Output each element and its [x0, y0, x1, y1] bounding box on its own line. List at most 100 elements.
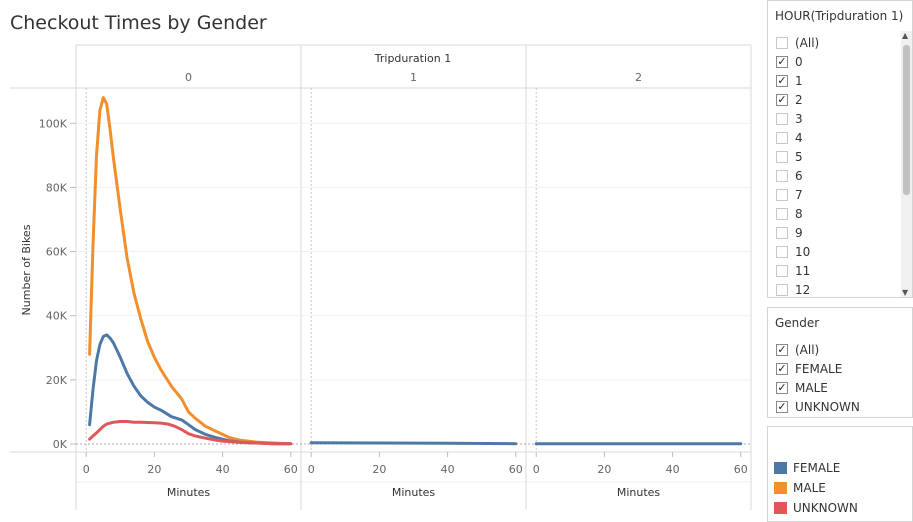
hour-filter-item[interactable]: 8 [776, 204, 819, 223]
hour-filter-item[interactable]: 3 [776, 109, 819, 128]
checkbox-checked-icon[interactable]: ✓ [776, 54, 788, 68]
hour-filter-item-label: 3 [795, 111, 803, 126]
x-tick-label: 40 [666, 463, 680, 476]
legend-item[interactable]: UNKNOWN [774, 498, 858, 518]
checkbox-checked-icon[interactable]: ✓ [776, 361, 788, 375]
hour-filter-item[interactable]: ✓ 0 [776, 52, 819, 71]
hour-filter-title: HOUR(Tripduration 1) [775, 9, 904, 23]
x-tick-label: 40 [216, 463, 230, 476]
x-tick-label: 60 [734, 463, 748, 476]
y-axis-label: Number of Bikes [20, 224, 33, 315]
legend-swatch [774, 502, 787, 514]
x-tick-label: 40 [441, 463, 455, 476]
line-chart: Tripduration 1 0K 20K 40K 60K 80K 100K Number o… [10, 44, 752, 510]
checkbox-unchecked-icon[interactable] [776, 36, 788, 49]
hour-filter-item[interactable]: 11 [776, 261, 819, 280]
checkbox-unchecked-icon[interactable] [776, 188, 788, 201]
legend-label: FEMALE [793, 461, 841, 475]
checkbox-unchecked-icon[interactable] [776, 169, 788, 182]
gender-filter-item[interactable]: ✓ UNKNOWN [776, 397, 860, 416]
x-axis-label: Minutes [167, 486, 211, 499]
hour-filter-item-label: (All) [795, 35, 820, 50]
checkbox-unchecked-icon[interactable] [776, 245, 788, 258]
hour-filter-item[interactable]: 5 [776, 147, 819, 166]
checkbox-unchecked-icon[interactable] [776, 264, 788, 277]
hour-filter-item[interactable]: 12 [776, 280, 819, 299]
hour-filter-item-label: 4 [795, 130, 803, 145]
scroll-down-icon[interactable]: ▼ [902, 288, 909, 297]
legend-item[interactable]: MALE [774, 478, 858, 498]
checkbox-unchecked-icon[interactable] [776, 112, 788, 125]
legend-label: MALE [793, 481, 826, 495]
checkbox-unchecked-icon[interactable] [776, 226, 788, 239]
panel-header-label: 0 [185, 71, 192, 84]
scroll-up-icon[interactable]: ▲ [902, 31, 909, 40]
scrollbar-thumb[interactable] [903, 45, 910, 195]
y-tick-label: 40K [46, 310, 68, 323]
gender-filter-item-label: FEMALE [795, 361, 843, 376]
y-tick-label: 100K [39, 117, 68, 130]
series-line-male [88, 96, 293, 446]
hour-filter-item[interactable]: 7 [776, 185, 819, 204]
gender-filter-item-label: UNKNOWN [795, 399, 860, 414]
x-tick-label: 0 [308, 463, 315, 476]
checkbox-checked-icon[interactable]: ✓ [776, 73, 788, 87]
hour-filter-item[interactable]: (All) [776, 33, 819, 52]
y-tick-label: 0K [53, 438, 68, 451]
column-header-title: Tripduration 1 [374, 52, 451, 65]
hour-filter-item-label: 0 [795, 54, 803, 69]
hour-filter-item[interactable]: 6 [776, 166, 819, 185]
gender-filter-item[interactable]: ✓ (All) [776, 340, 860, 359]
hour-filter-item[interactable]: 9 [776, 223, 819, 242]
hour-filter-item-label: 8 [795, 206, 803, 221]
hour-filter-item[interactable]: 4 [776, 128, 819, 147]
hour-filter-item-label: 11 [795, 263, 811, 278]
x-axis-label: Minutes [392, 486, 436, 499]
gender-filter-item[interactable]: ✓ MALE [776, 378, 860, 397]
checkbox-unchecked-icon[interactable] [776, 207, 788, 220]
hour-filter-item-label: 6 [795, 168, 803, 183]
panel-header-label: 2 [635, 71, 642, 84]
gender-filter-title: Gender [775, 316, 820, 330]
hour-filter-item-label: 1 [795, 73, 803, 88]
hour-filter-item-label: 5 [795, 149, 803, 164]
checkbox-checked-icon[interactable]: ✓ [776, 342, 788, 356]
hour-filter-item[interactable]: 10 [776, 242, 819, 261]
legend-panel: FEMALE MALE UNKNOWN [767, 426, 913, 522]
hour-filter-panel: HOUR(Tripduration 1) (All) ✓ 0 ✓ 1 ✓ 2 3 4 5 6 7 8 9 1… [767, 0, 913, 298]
x-tick-label: 20 [147, 463, 161, 476]
checkbox-unchecked-icon[interactable] [776, 150, 788, 163]
hour-filter-item[interactable]: ✓ 1 [776, 71, 819, 90]
legend-item[interactable]: FEMALE [774, 458, 858, 478]
checkbox-unchecked-icon[interactable] [776, 131, 788, 144]
checkbox-checked-icon[interactable]: ✓ [776, 380, 788, 394]
checkbox-unchecked-icon[interactable] [776, 283, 788, 296]
legend-list: FEMALE MALE UNKNOWN [774, 458, 858, 518]
x-tick-label: 60 [509, 463, 523, 476]
panel-header-label: 1 [410, 71, 417, 84]
series-line-unknown [88, 420, 293, 446]
series-line-female [88, 333, 293, 446]
hour-filter-item[interactable]: ✓ 2 [776, 90, 819, 109]
gender-filter-panel: Gender ✓ (All) ✓ FEMALE ✓ MALE ✓ UNKNOWN [767, 307, 913, 418]
checkbox-checked-icon[interactable]: ✓ [776, 399, 788, 413]
gender-filter-item-label: MALE [795, 380, 828, 395]
hour-filter-item-label: 7 [795, 187, 803, 202]
y-tick-label: 60K [46, 246, 68, 259]
hour-filter-item-label: 12 [795, 282, 811, 297]
hour-filter-item-label: 2 [795, 92, 803, 107]
gender-filter-item[interactable]: ✓ FEMALE [776, 359, 860, 378]
series-line-female [309, 441, 518, 446]
gender-filter-list: ✓ (All) ✓ FEMALE ✓ MALE ✓ UNKNOWN [776, 340, 860, 416]
y-tick-label: 80K [46, 181, 68, 194]
x-tick-label: 60 [284, 463, 298, 476]
hour-filter-item-label: 10 [795, 244, 811, 259]
page-title: Checkout Times by Gender [10, 12, 267, 34]
checkbox-checked-icon[interactable]: ✓ [776, 92, 788, 106]
hour-filter-scrollbar[interactable]: ▲ ▼ [901, 31, 912, 297]
x-tick-label: 0 [83, 463, 90, 476]
x-tick-label: 20 [597, 463, 611, 476]
hour-filter-list: (All) ✓ 0 ✓ 1 ✓ 2 3 4 5 6 7 8 9 10 11 12 [776, 33, 819, 299]
y-tick-label: 20K [46, 374, 68, 387]
gender-filter-item-label: (All) [795, 342, 820, 357]
